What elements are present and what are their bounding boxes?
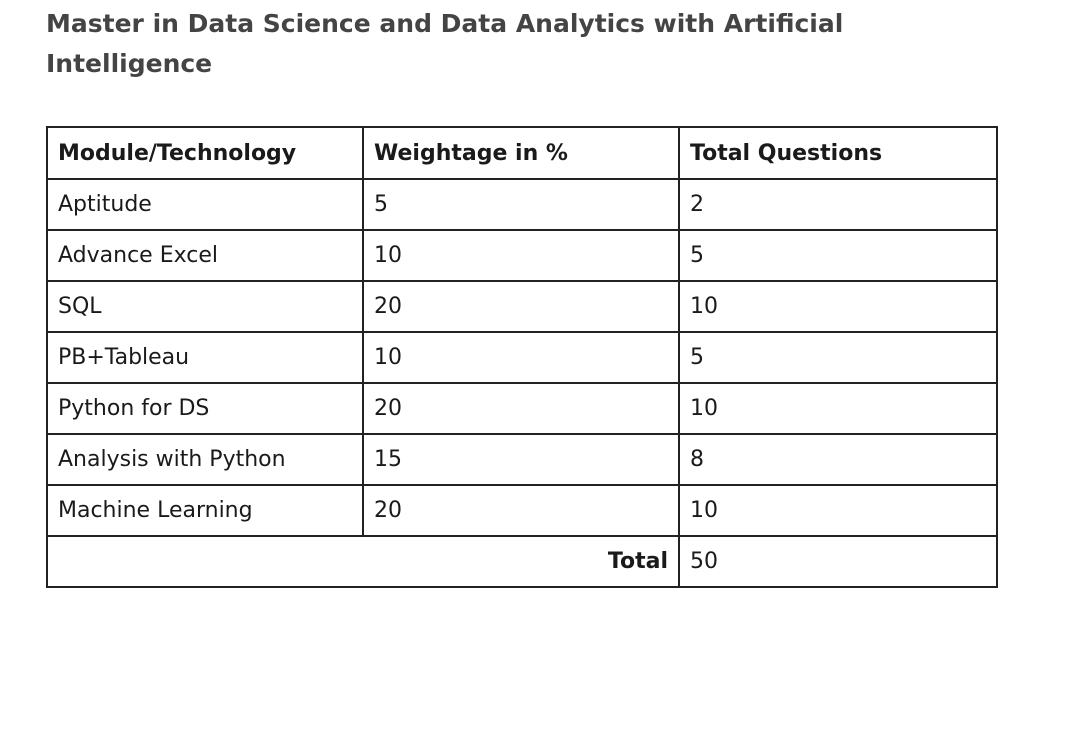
table-row: Machine Learning 20 10 [46,484,998,537]
table-row: Analysis with Python 15 8 [46,433,998,486]
header-total-questions: Total Questions [678,126,998,180]
table-row: Aptitude 5 2 [46,178,998,231]
cell-questions: 10 [678,280,998,333]
cell-module: Machine Learning [46,484,364,537]
cell-module: Python for DS [46,382,364,435]
cell-weightage: 15 [362,433,680,486]
table-row: SQL 20 10 [46,280,998,333]
header-module: Module/Technology [46,126,364,180]
cell-weightage: 10 [362,229,680,282]
exam-weightage-table: Module/Technology Weightage in % Total Q… [46,126,998,588]
cell-weightage: 20 [362,484,680,537]
cell-questions: 8 [678,433,998,486]
cell-weightage: 5 [362,178,680,231]
cell-questions: 10 [678,382,998,435]
header-weightage: Weightage in % [362,126,680,180]
table-row: Python for DS 20 10 [46,382,998,435]
total-row: Total 50 [46,535,998,588]
cell-weightage: 20 [362,382,680,435]
table-row: Advance Excel 10 5 [46,229,998,282]
cell-weightage: 10 [362,331,680,384]
total-value: 50 [678,535,998,588]
cell-module: SQL [46,280,364,333]
cell-module: PB+Tableau [46,331,364,384]
cell-module: Analysis with Python [46,433,364,486]
table-header-row: Module/Technology Weightage in % Total Q… [46,126,998,180]
cell-module: Advance Excel [46,229,364,282]
page-title: Master in Data Science and Data Analytic… [46,9,844,78]
cell-questions: 5 [678,331,998,384]
cell-questions: 10 [678,484,998,537]
cell-questions: 5 [678,229,998,282]
cell-weightage: 20 [362,280,680,333]
table-row: PB+Tableau 10 5 [46,331,998,384]
cell-questions: 2 [678,178,998,231]
cell-module: Aptitude [46,178,364,231]
total-label: Total [46,535,680,588]
